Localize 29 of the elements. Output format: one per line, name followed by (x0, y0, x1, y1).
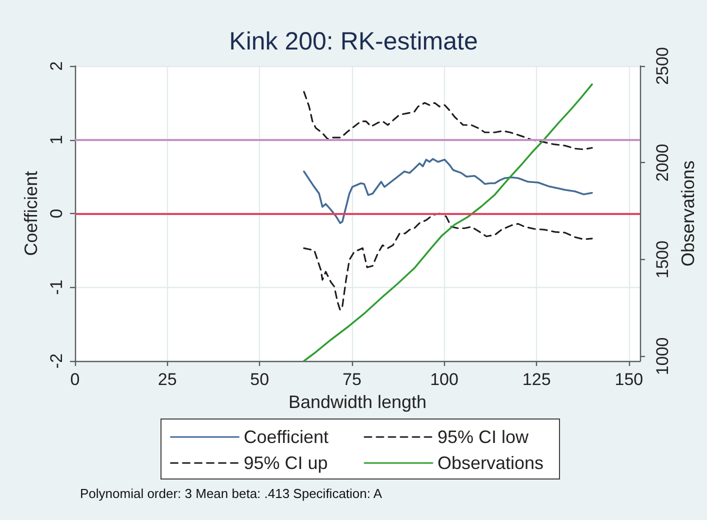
y-axis-title: Coefficient (21, 171, 42, 256)
y2-tick-label: 1000 (653, 337, 672, 376)
x-tick-label: 50 (250, 370, 270, 389)
y-tick-label: 1 (47, 135, 66, 144)
x-tick-label: 75 (342, 370, 362, 389)
x-tick-label: 25 (158, 370, 177, 389)
y-tick-label: 2 (47, 61, 66, 71)
x-tick-label: 100 (430, 370, 458, 389)
text: Polynomial order: 3 Mean beta: .413 Specification: A (80, 486, 382, 501)
legend-label: 95% CI low (438, 427, 530, 447)
y-tick-label: 0 (47, 208, 66, 218)
y-tick-label: -1 (47, 280, 66, 295)
chart-title: Kink 200: RK-estimate (229, 28, 478, 56)
y2-tick-label: 1500 (653, 240, 672, 278)
y2-tick-label: 2500 (653, 47, 672, 85)
x-tick-label: 150 (614, 370, 644, 389)
legend-label: Observations (438, 453, 544, 473)
line-series (303, 91, 593, 150)
x-axis-title: Bandwidth length (288, 392, 427, 412)
legend-label: Coefficient (244, 427, 328, 447)
x-tick-label: 125 (522, 370, 551, 389)
line-series (303, 158, 593, 224)
y2-axis-title: Observations (678, 160, 698, 267)
line-series (303, 212, 593, 311)
line-series (303, 83, 593, 362)
y-tick-label: -2 (47, 353, 66, 369)
y2-tick-label: 2000 (653, 144, 672, 182)
legend-label: 95% CI up (244, 453, 328, 473)
x-tick-label: 0 (70, 370, 80, 389)
